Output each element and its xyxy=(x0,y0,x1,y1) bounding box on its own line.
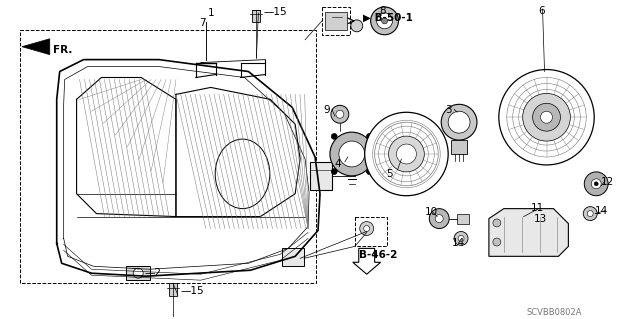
Text: 10: 10 xyxy=(424,207,438,217)
Text: B-46-2: B-46-2 xyxy=(359,250,397,260)
Text: FR.: FR. xyxy=(52,45,72,55)
Circle shape xyxy=(371,7,399,35)
Bar xyxy=(126,266,150,280)
Circle shape xyxy=(454,232,468,245)
Circle shape xyxy=(541,111,552,123)
Text: 14: 14 xyxy=(452,238,465,249)
Circle shape xyxy=(397,144,417,164)
Circle shape xyxy=(594,182,598,186)
Circle shape xyxy=(499,70,594,165)
Bar xyxy=(325,12,347,30)
Circle shape xyxy=(435,215,443,223)
Circle shape xyxy=(448,111,470,133)
Circle shape xyxy=(330,132,374,176)
Circle shape xyxy=(376,13,392,29)
Bar xyxy=(457,214,469,224)
Circle shape xyxy=(588,211,593,217)
Circle shape xyxy=(591,179,601,189)
Polygon shape xyxy=(22,39,50,55)
Text: —15: —15 xyxy=(181,286,205,296)
Circle shape xyxy=(365,112,448,196)
Circle shape xyxy=(493,238,501,246)
Bar xyxy=(169,283,177,296)
Text: —2: —2 xyxy=(144,268,161,278)
Bar xyxy=(355,217,387,246)
Text: 14: 14 xyxy=(595,206,609,216)
Circle shape xyxy=(133,268,143,278)
Circle shape xyxy=(366,168,372,174)
Circle shape xyxy=(429,209,449,228)
Polygon shape xyxy=(489,209,568,256)
Circle shape xyxy=(366,133,372,139)
Text: 9: 9 xyxy=(323,105,330,115)
Circle shape xyxy=(351,20,363,32)
Bar xyxy=(20,30,316,283)
Circle shape xyxy=(331,105,349,123)
Circle shape xyxy=(364,226,370,232)
Text: 8: 8 xyxy=(380,6,386,16)
Text: 5: 5 xyxy=(387,169,393,179)
Text: 4: 4 xyxy=(335,159,342,169)
Circle shape xyxy=(441,104,477,140)
Text: 6: 6 xyxy=(539,6,545,16)
Bar xyxy=(451,140,467,154)
Circle shape xyxy=(584,172,608,196)
Text: 3: 3 xyxy=(445,105,452,115)
Circle shape xyxy=(374,122,438,186)
Text: 11: 11 xyxy=(531,203,544,213)
Circle shape xyxy=(458,235,464,241)
Text: 7: 7 xyxy=(199,18,205,28)
Circle shape xyxy=(332,133,337,139)
Circle shape xyxy=(332,168,337,174)
Bar xyxy=(310,162,332,190)
Circle shape xyxy=(532,103,561,131)
Circle shape xyxy=(339,141,365,167)
Bar xyxy=(282,249,304,266)
Circle shape xyxy=(523,93,570,141)
Text: ▶ B-50-1: ▶ B-50-1 xyxy=(363,13,413,23)
Circle shape xyxy=(388,136,424,172)
Text: 1: 1 xyxy=(208,8,214,18)
Circle shape xyxy=(360,222,374,235)
Bar xyxy=(322,7,350,35)
Text: 12: 12 xyxy=(601,177,614,187)
Text: —15: —15 xyxy=(264,7,287,17)
Circle shape xyxy=(493,219,501,227)
Circle shape xyxy=(336,110,344,118)
Circle shape xyxy=(583,207,597,220)
Text: 13: 13 xyxy=(534,214,547,224)
Bar xyxy=(252,10,260,22)
Text: SCVBB0802A: SCVBB0802A xyxy=(527,308,582,317)
Circle shape xyxy=(381,18,388,24)
